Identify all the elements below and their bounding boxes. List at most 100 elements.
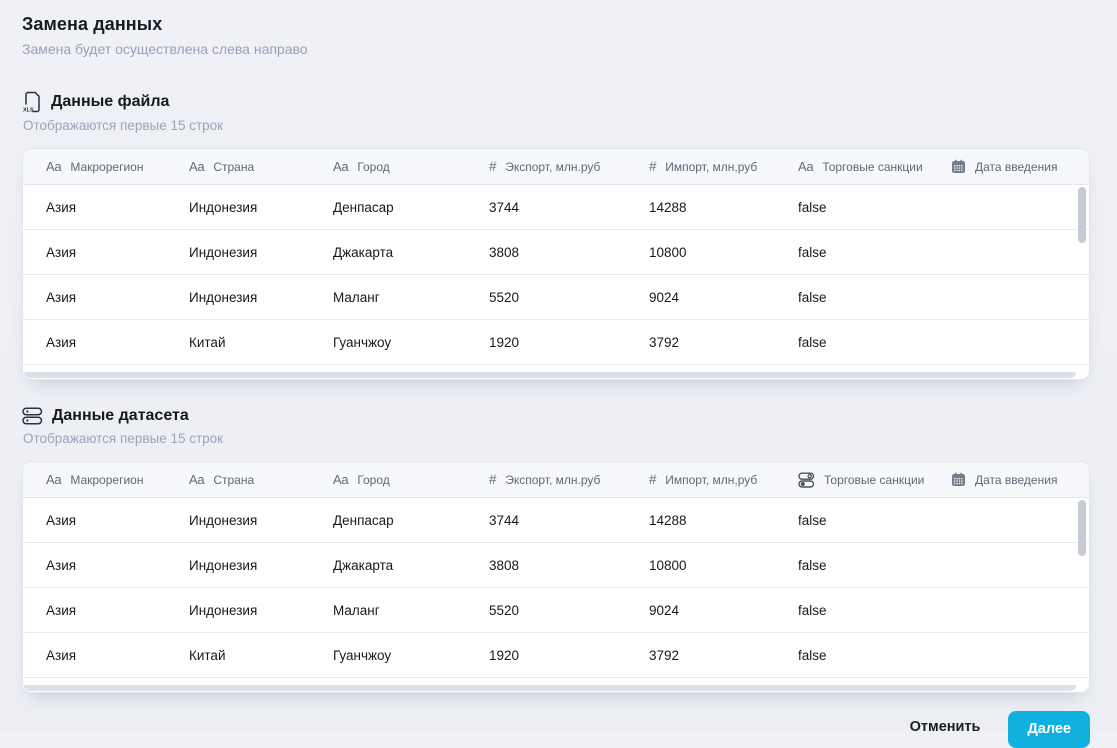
- table-row: Азия Индонезия Денпасар 3744 14288 false: [23, 184, 1089, 230]
- table-header-row: Aa Макрорегион Aa Страна Aa Город # Экспорт, мл…: [23, 462, 1089, 498]
- column-header: Aa Город: [310, 462, 466, 498]
- svg-text:XLS: XLS: [23, 108, 34, 114]
- horizontal-scrollbar[interactable]: [24, 372, 1076, 378]
- vertical-scrollbar-thumb[interactable]: [1078, 187, 1086, 243]
- table-cell: 9024: [626, 274, 775, 320]
- table-row: Азия Индонезия Джакарта 3808 10800 false: [23, 229, 1089, 275]
- column-header-label: Импорт, млн,руб: [665, 159, 758, 174]
- table-cell: 3792: [626, 319, 775, 365]
- text-type-icon: Aa: [46, 472, 62, 487]
- table-cell: 14288: [626, 497, 775, 543]
- table-cell: Азия: [23, 497, 166, 543]
- column-header: # Импорт, млн,руб: [626, 462, 775, 498]
- text-type-icon: Aa: [189, 159, 205, 174]
- column-header-label: Экспорт, млн.руб: [505, 472, 601, 487]
- table-cell: Индонезия: [166, 542, 310, 588]
- table-row: Азия Индонезия Маланг 5520 9024 false: [23, 587, 1089, 633]
- calendar-icon: [951, 159, 966, 174]
- column-header-label: Город: [357, 472, 390, 487]
- text-type-icon: Aa: [189, 472, 205, 487]
- table-cell: Индонезия: [166, 497, 310, 543]
- horizontal-scrollbar[interactable]: [24, 685, 1076, 691]
- table-cell: false: [775, 587, 928, 633]
- table-cell: Китай: [166, 632, 310, 678]
- column-header: # Импорт, млн,руб: [626, 149, 775, 185]
- table-cell: Гуанчжоу: [310, 632, 466, 678]
- column-header-label: Торговые санкции: [822, 159, 923, 174]
- section-dataset-head: Данные датасета: [22, 406, 1090, 426]
- table-cell: 14288: [626, 184, 775, 230]
- page-subtitle: Замена будет осуществлена слева направо: [22, 41, 308, 57]
- table-cell: 1920: [466, 632, 626, 678]
- file-data-table-container[interactable]: Aa Макрорегион Aa Страна Aa Город # Экспорт, мл…: [22, 148, 1090, 380]
- column-header: # Экспорт, млн.руб: [466, 462, 626, 498]
- table-cell: false: [775, 497, 928, 543]
- section-file-title: Данные файла: [51, 93, 170, 110]
- table-cell: [928, 542, 1089, 588]
- table-cell: [928, 274, 1089, 320]
- xls-file-icon: XLS: [22, 91, 42, 113]
- table-row: Азия Индонезия Джакарта 3808 10800 false: [23, 542, 1089, 588]
- table-cell: 10800: [626, 229, 775, 275]
- table-cell: Маланг: [310, 587, 466, 633]
- section-dataset-note: Отображаются первые 15 строк: [23, 431, 224, 446]
- table-cell: Азия: [23, 319, 166, 365]
- column-header-label: Город: [357, 159, 390, 174]
- text-type-icon: Aa: [46, 159, 62, 174]
- table-cell: Маланг: [310, 274, 466, 320]
- table-cell: Азия: [23, 632, 166, 678]
- page-title: Замена данных: [22, 14, 163, 34]
- table-cell: 3744: [466, 497, 626, 543]
- table-row: Азия Китай Гуанчжоу 1920 3792 false: [23, 319, 1089, 365]
- table-cell: false: [775, 274, 928, 320]
- table-row: Азия Китай Гуанчжоу 1920 3792 false: [23, 632, 1089, 678]
- column-header: Дата введения: [928, 462, 1089, 498]
- column-header-label: Дата введения: [975, 472, 1058, 487]
- column-header: Дата введения: [928, 149, 1089, 185]
- column-header-label: Экспорт, млн.руб: [505, 159, 601, 174]
- column-header-label: Макрорегион: [70, 472, 144, 487]
- table-cell: Денпасар: [310, 184, 466, 230]
- section-file-data: XLS Данные файла Отображаются первые 15 …: [22, 91, 1090, 380]
- calendar-icon: [951, 472, 966, 487]
- cancel-button[interactable]: Отменить: [908, 711, 983, 743]
- table-cell: 1920: [466, 319, 626, 365]
- table-cell: [928, 184, 1089, 230]
- table-row: Азия Индонезия Денпасар 3744 14288 false: [23, 497, 1089, 543]
- table-cell: [928, 632, 1089, 678]
- dataset-table-container[interactable]: Aa Макрорегион Aa Страна Aa Город # Экспорт, мл…: [22, 461, 1090, 693]
- table-cell: [928, 229, 1089, 275]
- table-cell: [928, 319, 1089, 365]
- column-header-label: Импорт, млн,руб: [665, 472, 758, 487]
- table-cell: Китай: [166, 319, 310, 365]
- column-header: Aa Макрорегион: [23, 462, 166, 498]
- table-cell: Индонезия: [166, 587, 310, 633]
- dataset-table: Aa Макрорегион Aa Страна Aa Город # Экспорт, мл…: [23, 462, 1089, 692]
- table-cell: false: [775, 542, 928, 588]
- number-type-icon: #: [649, 158, 657, 174]
- toggle-icon: [798, 472, 815, 488]
- file-data-table: Aa Макрорегион Aa Страна Aa Город # Экспорт, мл…: [23, 149, 1089, 379]
- column-header: Aa Страна: [166, 462, 310, 498]
- column-header: Aa Макрорегион: [23, 149, 166, 185]
- table-cell: Индонезия: [166, 274, 310, 320]
- table-cell: 10800: [626, 542, 775, 588]
- section-dataset-title: Данные датасета: [52, 407, 189, 424]
- table-cell: false: [775, 632, 928, 678]
- table-cell: Азия: [23, 587, 166, 633]
- column-header: # Экспорт, млн.руб: [466, 149, 626, 185]
- table-cell: Индонезия: [166, 229, 310, 275]
- table-cell: false: [775, 184, 928, 230]
- section-dataset-data: Данные датасета Отображаются первые 15 с…: [22, 406, 1090, 693]
- table-cell: Индонезия: [166, 184, 310, 230]
- table-cell: Азия: [23, 229, 166, 275]
- table-cell: [928, 497, 1089, 543]
- table-cell: 5520: [466, 274, 626, 320]
- table-cell: Денпасар: [310, 497, 466, 543]
- table-cell: 3792: [626, 632, 775, 678]
- vertical-scrollbar-thumb[interactable]: [1078, 500, 1086, 556]
- number-type-icon: #: [489, 158, 497, 174]
- table-cell: 3808: [466, 542, 626, 588]
- section-file-note: Отображаются первые 15 строк: [23, 118, 224, 133]
